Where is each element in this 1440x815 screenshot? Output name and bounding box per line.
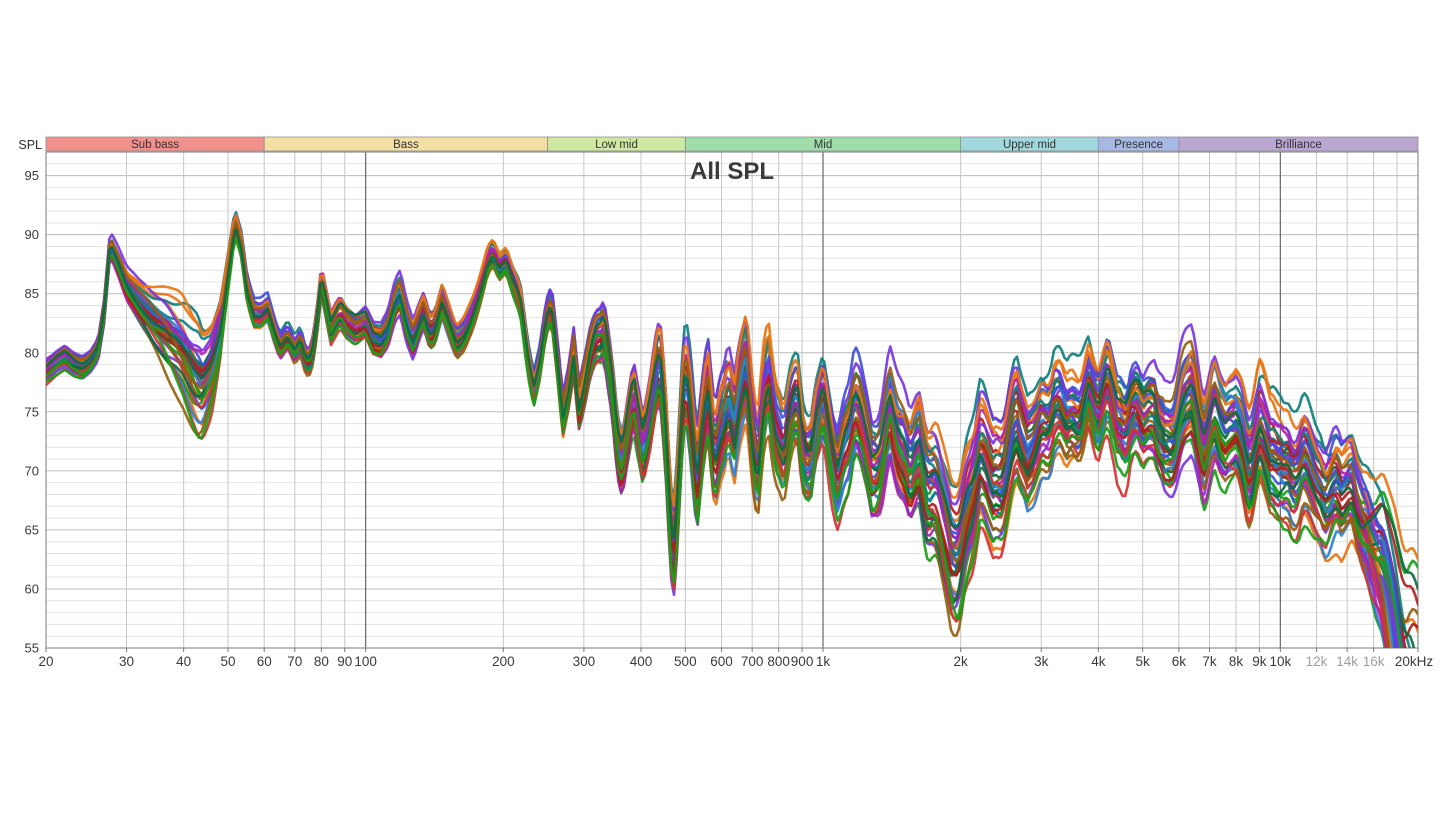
x-axis-tick-label: 20 (38, 654, 53, 669)
band-label: Bass (393, 139, 419, 151)
y-axis-labels: 95 90 85 80 75 70 65 60 55 (25, 168, 39, 655)
x-axis-tick-label: 70 (287, 654, 302, 669)
x-axis-tick-label: 60 (257, 654, 272, 669)
x-axis-tick-label: 90 (337, 654, 352, 669)
band-bar: Sub bass Bass Low mid Mid Upper mid Presence B… (45, 136, 1419, 152)
x-axis-tick-label: 3k (1034, 654, 1049, 669)
x-axis-tick-label: 40 (176, 654, 191, 669)
x-axis-tick-label: 900 (791, 654, 814, 669)
y-axis-tick-label: 90 (25, 227, 39, 242)
y-axis-tick-label: 95 (25, 168, 39, 183)
x-axis-labels: 20 30 40 50 60 70 80 90 100 200 300 400 500 600 700 800… (38, 654, 1433, 669)
x-axis-tick-label: 500 (674, 654, 697, 669)
y-axis-tick-label: 80 (25, 345, 39, 360)
x-axis-tick-label: 6k (1172, 654, 1187, 669)
x-axis-tick-label: 2k (954, 654, 969, 669)
traces (46, 211, 1418, 648)
y-axis-title: SPL (18, 138, 42, 152)
y-axis-tick-label: 65 (25, 522, 39, 537)
x-axis-tick-label: 1k (816, 654, 831, 669)
y-axis-tick-label: 75 (25, 404, 39, 419)
x-axis-tick-label: 20kHz (1395, 654, 1434, 669)
x-axis-tick-label: 800 (767, 654, 790, 669)
spl-trace (46, 237, 1403, 648)
spl-trace (46, 235, 1389, 648)
x-axis-tick-label: 7k (1202, 654, 1217, 669)
x-axis-tick-label: 30 (119, 654, 134, 669)
x-axis-tick-label: 80 (314, 654, 329, 669)
x-axis-tick-label: 10k (1269, 654, 1291, 669)
plot-border (45, 151, 1419, 649)
x-axis-tick-label: 400 (630, 654, 653, 669)
x-axis-tick-label: 14k (1336, 654, 1358, 669)
x-axis-tick-label: 600 (710, 654, 733, 669)
band-label: Low mid (595, 139, 638, 151)
y-axis-tick-label: 70 (25, 463, 39, 478)
x-axis-tick-label: 12k (1306, 654, 1328, 669)
band-label: Upper mid (1003, 139, 1056, 151)
band-label: Sub bass (131, 139, 179, 151)
x-axis-tick-label: 8k (1229, 654, 1244, 669)
spl-trace (46, 227, 1418, 591)
y-axis-tick-label: 85 (25, 286, 39, 301)
chart-title: All SPL (690, 158, 774, 185)
band-label: Presence (1114, 139, 1163, 151)
x-axis-tick-label: 9k (1252, 654, 1267, 669)
x-axis-tick-label: 16k (1363, 654, 1385, 669)
y-axis-tick-label: 60 (25, 581, 39, 596)
x-axis-tick-label: 700 (741, 654, 764, 669)
band-label: Mid (814, 139, 833, 151)
x-axis-tick-label: 50 (220, 654, 235, 669)
x-axis-tick-label: 4k (1091, 654, 1106, 669)
band-segment (1178, 136, 1419, 152)
x-axis-tick-label: 5k (1136, 654, 1151, 669)
x-axis-tick-label: 100 (354, 654, 377, 669)
band-label: Brilliance (1275, 139, 1322, 151)
x-axis-tick-label: 200 (492, 654, 515, 669)
y-axis-tick-label: 55 (25, 641, 39, 656)
x-axis-tick-label: 300 (573, 654, 596, 669)
